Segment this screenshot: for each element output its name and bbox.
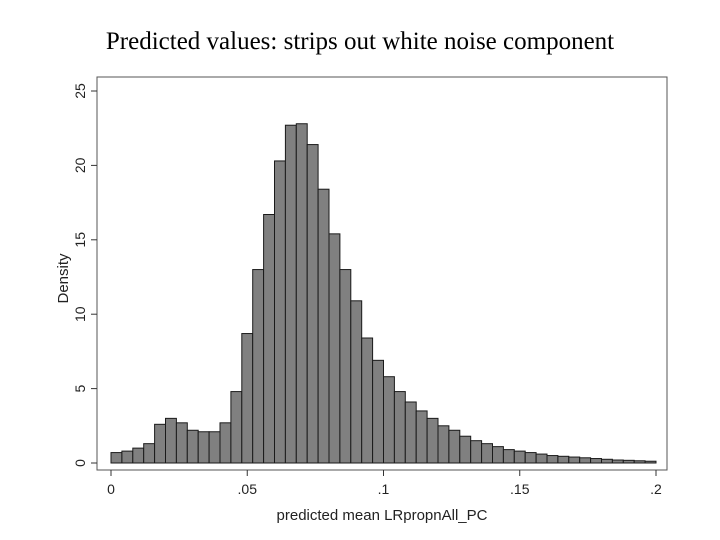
histogram-bar [568,456,581,464]
y-tick-label: 0 [72,459,88,467]
histogram-bar [306,144,319,464]
histogram-bar [372,359,385,464]
histogram-bar [383,376,395,464]
x-axis: 0 .05 .1 .15 .2 [107,470,662,497]
histogram-bar [121,450,134,464]
histogram-bar [186,429,199,464]
histogram-bar [513,450,526,464]
x-tick-label: 0 [107,481,115,497]
histogram-bar [175,422,188,464]
histogram-bar [350,300,363,464]
histogram-bar [448,429,461,464]
chart-title: Predicted values: strips out white noise… [105,28,615,55]
histogram-bar [535,453,548,464]
y-tick-label: 20 [72,157,88,173]
histogram-bar [219,422,232,464]
histogram-bar [481,443,494,464]
histogram-bar [470,440,483,464]
histogram-bar [404,401,417,464]
histogram-bar [208,431,221,464]
histogram-bar [437,425,450,464]
y-tick-label: 15 [72,232,88,248]
y-tick-label: 25 [72,83,88,99]
histogram-bar [295,123,308,464]
histogram-bar [241,333,254,464]
x-tick-label: .15 [510,481,530,497]
histogram-bar [230,391,243,464]
histogram-bar [622,459,635,464]
histogram-bar [546,455,559,464]
histogram-bar [361,337,374,464]
histogram-bar [426,417,439,464]
histogram-bar [197,431,210,464]
histogram-bar [328,233,341,464]
histogram-bars [110,123,657,464]
histogram-bar [339,269,352,464]
histogram-bar [590,458,602,464]
y-tick-label: 5 [72,384,88,392]
x-tick-label: .2 [650,481,662,497]
histogram-bar [524,452,537,464]
histogram-bar [459,435,472,464]
y-axis-label: Density [55,253,72,304]
histogram-bar [317,188,330,464]
histogram-bar [611,459,624,464]
histogram-bar [165,417,177,464]
histogram-bar [393,391,406,464]
histogram-bar [415,410,428,464]
histogram-bar [644,460,657,464]
histogram-bar [154,423,167,464]
histogram-bar [132,447,145,464]
histogram-bar [579,457,592,464]
histogram-bar [633,460,646,464]
y-tick-label: 10 [72,306,88,322]
histogram-bar [284,124,297,464]
histogram-bar [143,443,156,464]
x-tick-label: .05 [238,481,258,497]
histogram-bar [601,458,613,464]
histogram-bar [492,446,504,464]
histogram-bar [110,452,123,464]
histogram-bar [263,214,276,464]
histogram-bar [557,455,570,464]
histogram-bar [502,449,515,464]
histogram-bar [252,269,265,464]
histogram-bar [274,160,286,464]
y-axis: 0 5 10 15 20 25 [72,83,97,467]
x-axis-label: predicted mean LRpropnAll_PC [277,507,488,524]
x-tick-label: .1 [378,481,390,497]
